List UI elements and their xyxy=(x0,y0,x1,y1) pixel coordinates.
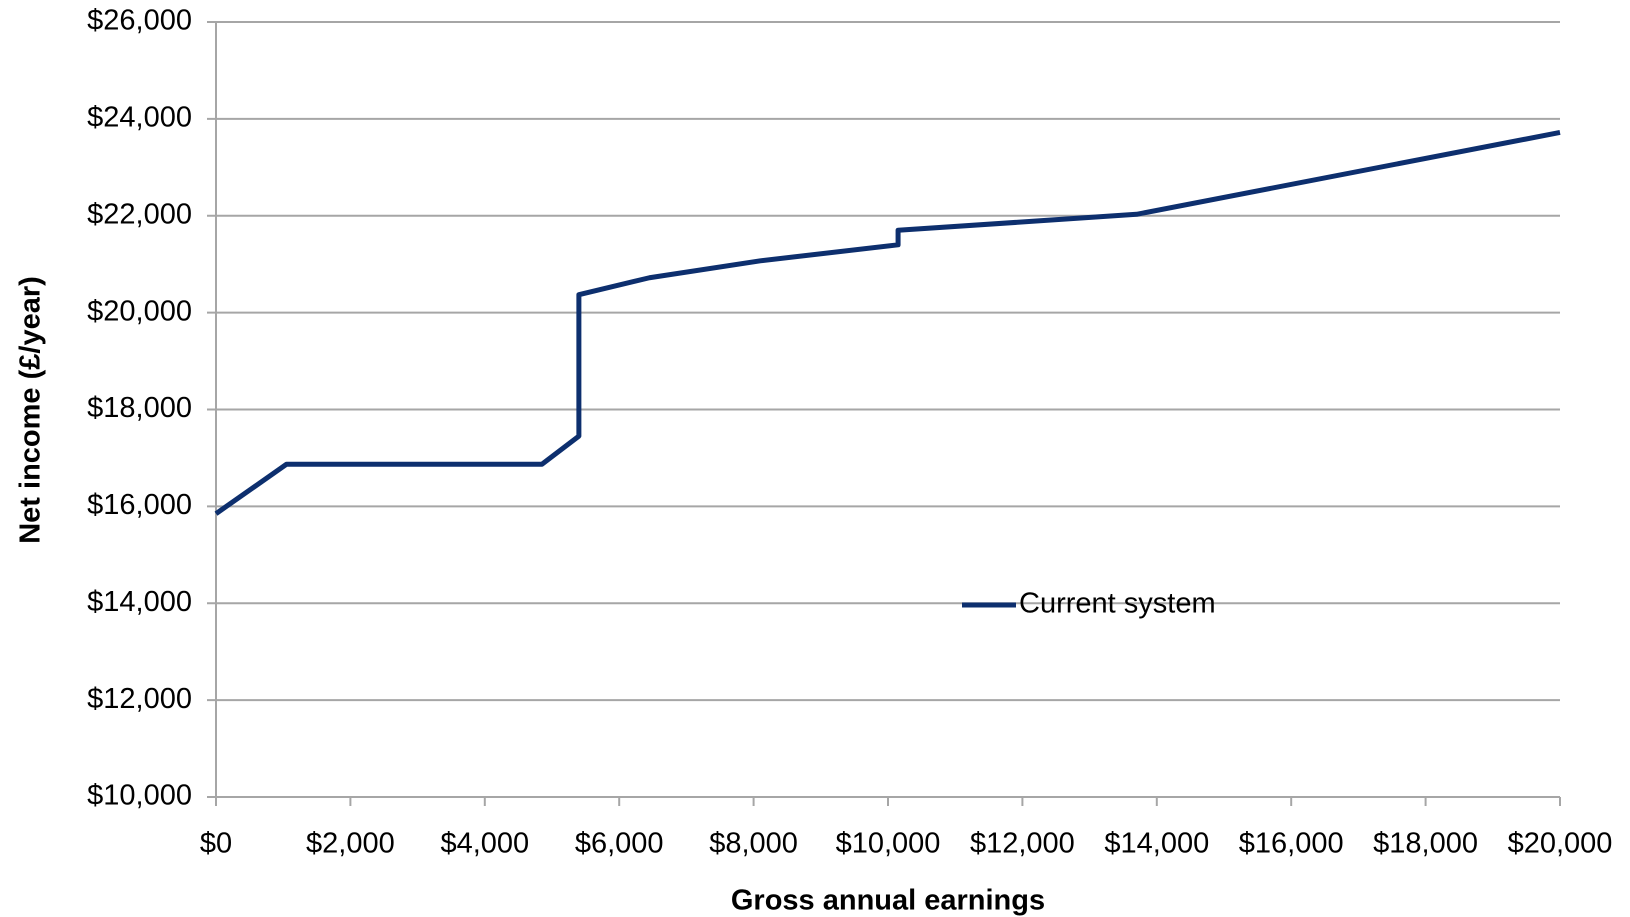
x-tick-label: $10,000 xyxy=(836,828,941,860)
x-tick-label: $0 xyxy=(200,828,232,860)
y-tick-label: $10,000 xyxy=(87,780,192,812)
series-line xyxy=(214,129,1561,516)
x-tick-label: $12,000 xyxy=(970,828,1075,860)
y-tick-label: $26,000 xyxy=(87,5,192,37)
x-tick-label: $18,000 xyxy=(1373,828,1478,860)
y-tick-label: $24,000 xyxy=(87,102,192,134)
y-tick-label: $14,000 xyxy=(87,586,192,618)
y-axis-title: Net income (£/year) xyxy=(15,276,47,544)
y-tick-label: $12,000 xyxy=(87,683,192,715)
y-tick-label: $20,000 xyxy=(87,295,192,327)
x-tick-label: $6,000 xyxy=(575,828,664,860)
legend-label: Current system xyxy=(1019,588,1216,620)
x-tick-label: $2,000 xyxy=(306,828,395,860)
y-tick-label: $16,000 xyxy=(87,489,192,521)
y-tick-label: $22,000 xyxy=(87,198,192,230)
x-tick-label: $8,000 xyxy=(709,828,798,860)
x-tick-label: $16,000 xyxy=(1239,828,1344,860)
x-tick-label: $14,000 xyxy=(1104,828,1209,860)
x-tick-label: $4,000 xyxy=(440,828,529,860)
x-tick-label: $20,000 xyxy=(1508,828,1613,860)
y-tick-label: $18,000 xyxy=(87,392,192,424)
x-axis-title: Gross annual earnings xyxy=(731,885,1045,917)
